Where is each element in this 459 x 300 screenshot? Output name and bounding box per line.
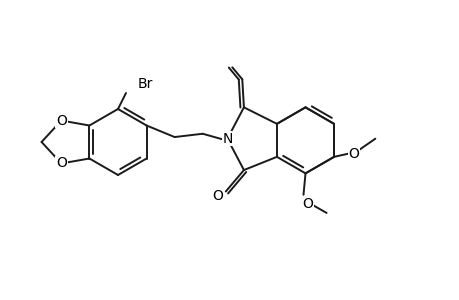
Text: O: O xyxy=(347,147,358,160)
Text: Br: Br xyxy=(138,77,153,91)
Text: O: O xyxy=(56,157,67,170)
Text: O: O xyxy=(56,114,67,128)
Text: O: O xyxy=(302,197,312,211)
Text: N: N xyxy=(222,132,232,146)
Text: O: O xyxy=(212,190,223,203)
